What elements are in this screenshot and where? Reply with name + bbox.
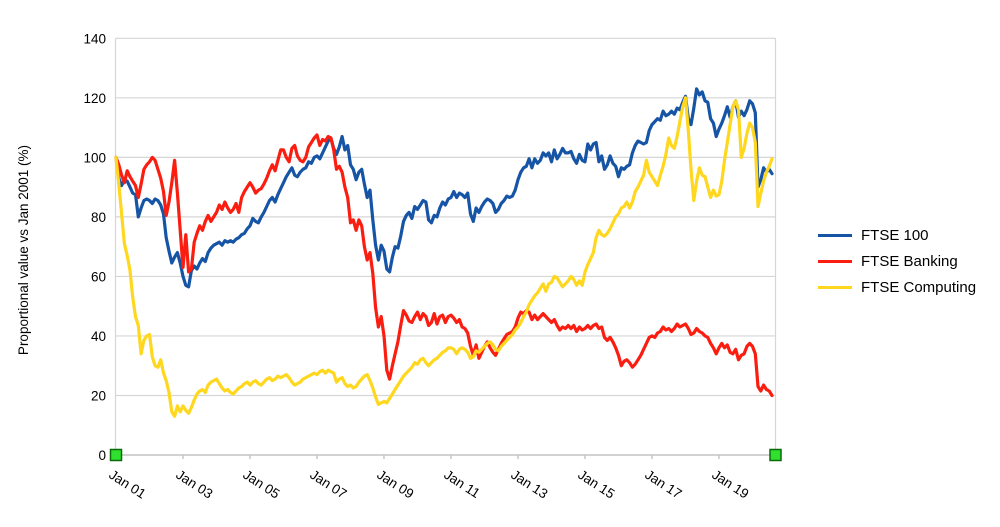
series-line-ftse-banking <box>114 133 774 398</box>
legend-label: FTSE 100 <box>861 226 929 244</box>
x-tick-label: Jan 09 <box>374 467 416 502</box>
series-line-ftse-100 <box>114 87 774 289</box>
legend-line-ftse-computing <box>818 285 852 289</box>
axis-selection-handles[interactable] <box>109 448 782 462</box>
x-tick-label: Jan 03 <box>173 467 215 502</box>
legend-label: FTSE Banking <box>861 252 958 270</box>
legend-item-ftse-computing[interactable]: FTSE Computing <box>818 274 976 300</box>
legend-line-ftse-100 <box>818 233 852 237</box>
x-tick-label: Jan 07 <box>307 467 349 502</box>
x-tick-label: Jan 11 <box>441 467 482 501</box>
y-tick-label: 40 <box>91 329 106 344</box>
x-tick-label: Jan 01 <box>106 467 148 502</box>
x-tick-label: Jan 15 <box>575 467 617 502</box>
series-line-ftse-computing <box>114 96 774 418</box>
x-tick-label: Jan 05 <box>240 467 282 502</box>
axis-handle-x-axis-start[interactable] <box>109 448 123 462</box>
x-tick-label: Jan 13 <box>508 467 550 502</box>
y-tick-label: 80 <box>91 210 106 225</box>
x-tick-label: Jan 19 <box>709 467 751 502</box>
y-axis-labels: 0 20 40 60 80 100 120 140 <box>83 31 106 463</box>
y-tick-label: 20 <box>91 388 106 403</box>
legend-label: FTSE Computing <box>861 278 977 296</box>
chart-legend: FTSE 100 FTSE Banking FTSE Computing <box>818 222 976 300</box>
y-tick-label: 120 <box>83 91 106 106</box>
y-tick-label: 140 <box>83 31 106 46</box>
x-tick-label: Jan 17 <box>642 467 684 502</box>
gridlines <box>114 37 777 456</box>
series-lines <box>114 87 774 418</box>
axis-handle-x-axis-end[interactable] <box>769 448 782 462</box>
legend-item-ftse-100[interactable]: FTSE 100 <box>818 222 976 248</box>
legend-item-ftse-banking[interactable]: FTSE Banking <box>818 248 976 274</box>
y-tick-label: 60 <box>91 269 106 284</box>
y-tick-label: 0 <box>98 448 106 463</box>
x-axis-labels: Jan 01 Jan 03 Jan 05 Jan 07 Jan 09 Jan 11 Jan … <box>106 467 751 502</box>
y-tick-label: 100 <box>83 150 106 165</box>
y-axis-title: Proportional value vs Jan 2001 (%) <box>16 145 31 355</box>
legend-line-ftse-banking <box>818 259 852 263</box>
